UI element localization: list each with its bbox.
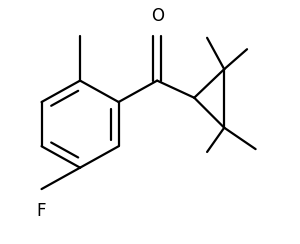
Text: O: O [151,7,164,25]
Text: F: F [37,202,46,220]
